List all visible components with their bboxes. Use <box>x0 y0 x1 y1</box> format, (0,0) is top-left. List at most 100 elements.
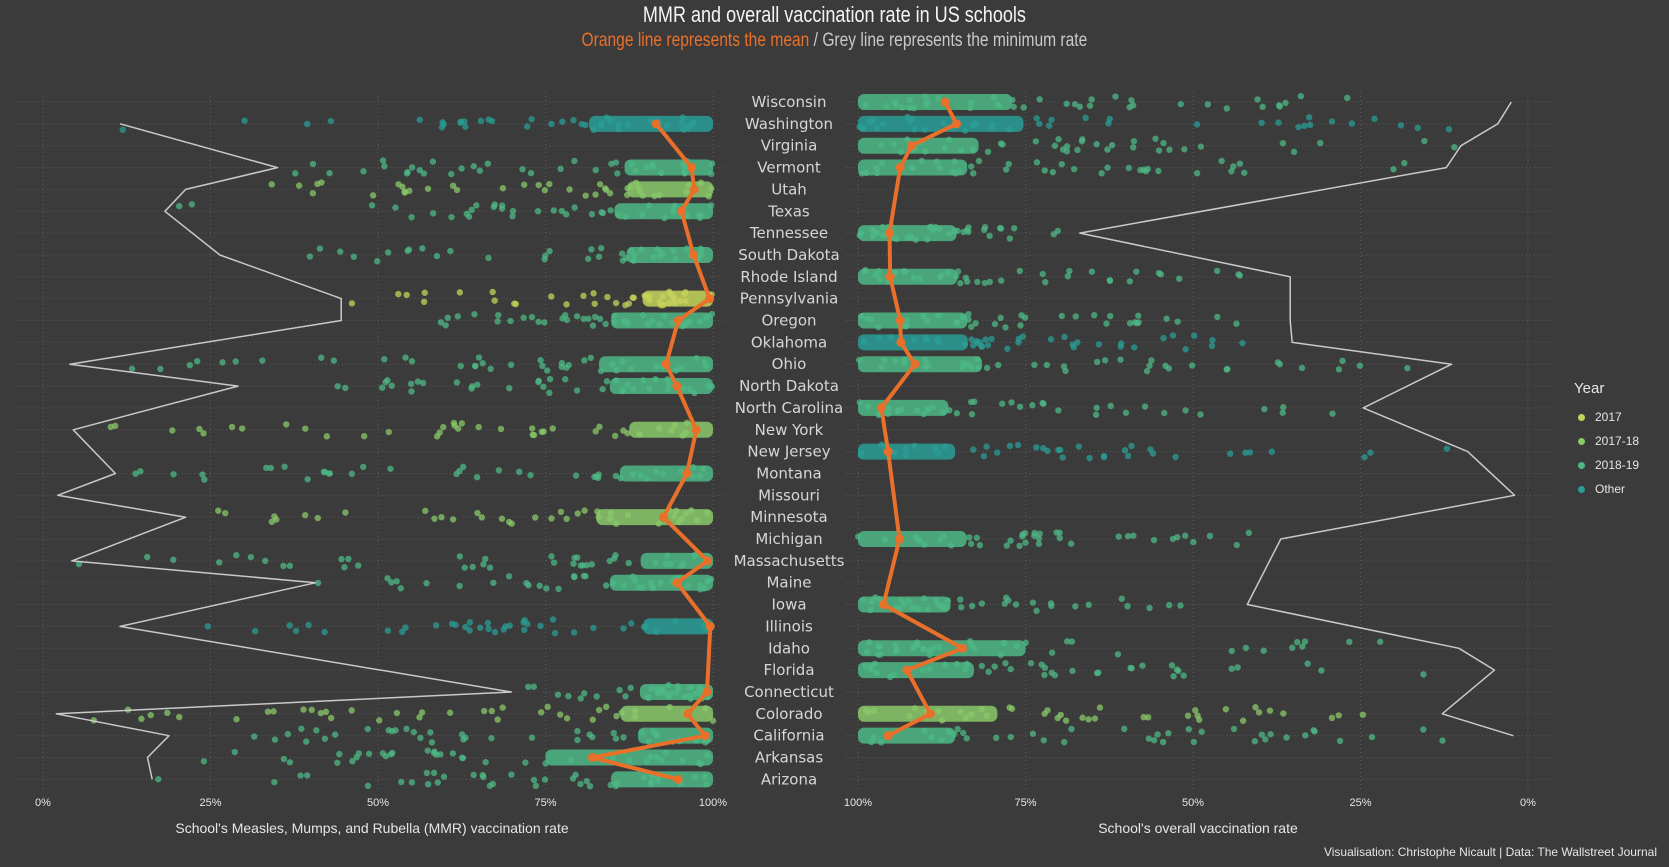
school-point <box>384 249 392 256</box>
school-point <box>636 187 643 195</box>
school-point <box>878 141 885 149</box>
school-point <box>1117 340 1125 347</box>
school-point <box>408 164 416 171</box>
school-point <box>342 384 349 392</box>
school-point <box>128 365 136 372</box>
school-point <box>688 684 695 691</box>
school-point <box>968 363 975 371</box>
right-tick-label: 0% <box>1520 797 1536 809</box>
school-point <box>632 179 640 186</box>
school-point <box>1414 124 1421 132</box>
school-point <box>909 604 916 611</box>
school-point <box>452 621 459 628</box>
school-point <box>679 757 686 765</box>
school-point <box>474 509 481 517</box>
school-point <box>643 475 650 482</box>
school-point <box>1066 267 1073 275</box>
school-point <box>861 267 869 275</box>
school-point <box>326 470 334 477</box>
school-point <box>951 158 958 165</box>
school-point <box>1443 445 1451 452</box>
school-point <box>387 750 395 758</box>
school-point <box>693 517 701 524</box>
school-point <box>379 157 387 164</box>
school-point <box>708 185 715 192</box>
right-tick-label: 50% <box>1182 797 1204 809</box>
school-point <box>1036 120 1043 128</box>
school-point <box>554 691 562 698</box>
school-point <box>473 202 480 209</box>
school-point <box>663 122 671 129</box>
school-point <box>868 598 875 606</box>
school-point <box>1317 139 1324 147</box>
school-point <box>686 318 694 325</box>
school-point <box>1027 659 1035 667</box>
school-point <box>1078 138 1086 145</box>
school-point <box>857 449 865 456</box>
school-point <box>1182 346 1189 353</box>
school-point <box>1005 597 1012 604</box>
school-point <box>967 540 975 548</box>
school-point <box>1165 601 1173 609</box>
school-point <box>520 619 527 626</box>
school-point <box>1017 322 1024 329</box>
legend-swatch-2018-19 <box>1578 461 1585 469</box>
school-point <box>417 734 424 742</box>
school-point <box>646 385 653 392</box>
school-point <box>529 425 536 432</box>
school-point <box>640 774 648 781</box>
school-point <box>1169 332 1177 339</box>
school-point <box>656 425 663 432</box>
school-point <box>862 706 870 714</box>
school-point <box>875 335 883 342</box>
school-point <box>1160 334 1167 342</box>
school-point <box>541 187 549 194</box>
school-point <box>596 181 604 188</box>
school-point <box>704 578 711 585</box>
school-point <box>612 520 620 527</box>
school-point <box>297 772 304 779</box>
school-point <box>607 781 614 789</box>
school-point <box>1280 404 1287 411</box>
school-point <box>978 600 986 607</box>
school-point <box>924 98 931 106</box>
school-point <box>449 750 457 757</box>
school-point <box>1420 726 1427 733</box>
school-point <box>1328 714 1336 722</box>
school-point <box>1131 319 1138 326</box>
school-point <box>1072 603 1079 610</box>
school-point <box>318 354 325 361</box>
school-point <box>1125 164 1133 172</box>
school-point <box>1282 99 1289 107</box>
school-point <box>382 378 389 386</box>
school-point <box>397 585 404 592</box>
school-point <box>876 643 883 650</box>
school-point <box>395 181 402 188</box>
mean-point-colorado-right <box>925 709 935 719</box>
school-point <box>458 420 466 427</box>
school-point <box>602 582 610 589</box>
school-point <box>164 709 171 717</box>
school-point <box>1152 135 1159 142</box>
school-point <box>1007 537 1014 544</box>
school-point <box>589 322 597 329</box>
school-point <box>571 554 578 561</box>
school-point <box>580 292 587 300</box>
chart-title: MMR and overall vaccination rate in US s… <box>642 2 1026 27</box>
school-point <box>425 780 432 788</box>
school-point <box>548 120 555 128</box>
school-point <box>1124 452 1132 460</box>
school-point <box>485 116 492 123</box>
school-point <box>1013 642 1020 650</box>
school-point <box>479 771 486 779</box>
school-point <box>612 782 619 790</box>
state-label-iowa: Iowa <box>771 596 806 614</box>
school-point <box>137 468 144 475</box>
school-point <box>1190 738 1197 746</box>
school-point <box>1041 671 1048 679</box>
school-point <box>1335 366 1343 373</box>
school-point <box>536 582 543 589</box>
school-point <box>620 625 627 632</box>
school-point <box>534 207 542 215</box>
school-point <box>701 773 709 781</box>
